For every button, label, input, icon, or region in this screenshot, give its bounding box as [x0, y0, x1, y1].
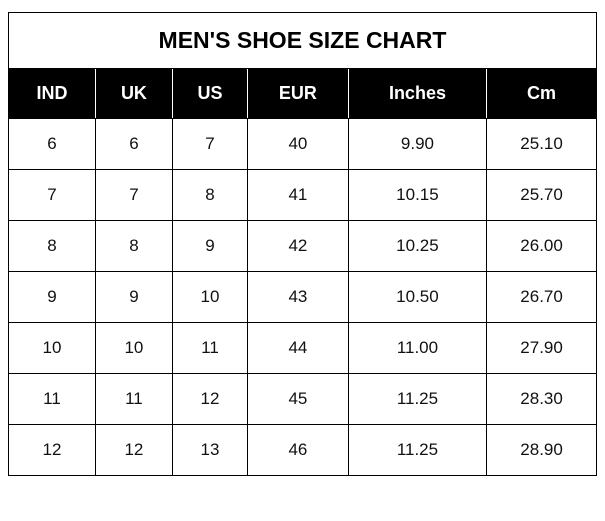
cell-ind: 12: [9, 425, 96, 476]
cell-cm: 26.70: [487, 272, 597, 323]
cell-eur: 44: [248, 323, 349, 374]
cell-ind: 6: [9, 119, 96, 170]
cell-us: 10: [172, 272, 247, 323]
cell-cm: 27.90: [487, 323, 597, 374]
cell-us: 12: [172, 374, 247, 425]
cell-uk: 7: [95, 170, 172, 221]
col-inches: Inches: [348, 69, 486, 119]
cell-ind: 7: [9, 170, 96, 221]
table-row: 6 6 7 40 9.90 25.10: [9, 119, 597, 170]
cell-inches: 10.25: [348, 221, 486, 272]
cell-cm: 25.10: [487, 119, 597, 170]
cell-inches: 11.25: [348, 374, 486, 425]
cell-inches: 10.15: [348, 170, 486, 221]
cell-cm: 26.00: [487, 221, 597, 272]
cell-cm: 25.70: [487, 170, 597, 221]
table-row: 8 8 9 42 10.25 26.00: [9, 221, 597, 272]
size-chart-table: MEN'S SHOE SIZE CHART IND UK US EUR Inch…: [8, 12, 597, 476]
cell-uk: 8: [95, 221, 172, 272]
cell-eur: 41: [248, 170, 349, 221]
cell-cm: 28.90: [487, 425, 597, 476]
table-row: 12 12 13 46 11.25 28.90: [9, 425, 597, 476]
col-cm: Cm: [487, 69, 597, 119]
cell-eur: 43: [248, 272, 349, 323]
cell-us: 13: [172, 425, 247, 476]
cell-uk: 10: [95, 323, 172, 374]
cell-inches: 11.25: [348, 425, 486, 476]
col-uk: UK: [95, 69, 172, 119]
cell-eur: 46: [248, 425, 349, 476]
cell-ind: 10: [9, 323, 96, 374]
table-row: 10 10 11 44 11.00 27.90: [9, 323, 597, 374]
table-row: 9 9 10 43 10.50 26.70: [9, 272, 597, 323]
cell-ind: 9: [9, 272, 96, 323]
cell-eur: 45: [248, 374, 349, 425]
cell-uk: 9: [95, 272, 172, 323]
table-row: 11 11 12 45 11.25 28.30: [9, 374, 597, 425]
col-ind: IND: [9, 69, 96, 119]
table-row: 7 7 8 41 10.15 25.70: [9, 170, 597, 221]
cell-cm: 28.30: [487, 374, 597, 425]
header-row: IND UK US EUR Inches Cm: [9, 69, 597, 119]
cell-eur: 40: [248, 119, 349, 170]
size-chart-wrapper: MEN'S SHOE SIZE CHART IND UK US EUR Inch…: [0, 0, 605, 476]
cell-ind: 8: [9, 221, 96, 272]
cell-us: 7: [172, 119, 247, 170]
cell-uk: 6: [95, 119, 172, 170]
cell-inches: 10.50: [348, 272, 486, 323]
cell-us: 9: [172, 221, 247, 272]
col-us: US: [172, 69, 247, 119]
cell-inches: 9.90: [348, 119, 486, 170]
cell-ind: 11: [9, 374, 96, 425]
cell-inches: 11.00: [348, 323, 486, 374]
cell-uk: 12: [95, 425, 172, 476]
cell-us: 8: [172, 170, 247, 221]
title-row: MEN'S SHOE SIZE CHART: [9, 13, 597, 69]
cell-us: 11: [172, 323, 247, 374]
chart-title: MEN'S SHOE SIZE CHART: [9, 13, 597, 69]
col-eur: EUR: [248, 69, 349, 119]
cell-uk: 11: [95, 374, 172, 425]
cell-eur: 42: [248, 221, 349, 272]
